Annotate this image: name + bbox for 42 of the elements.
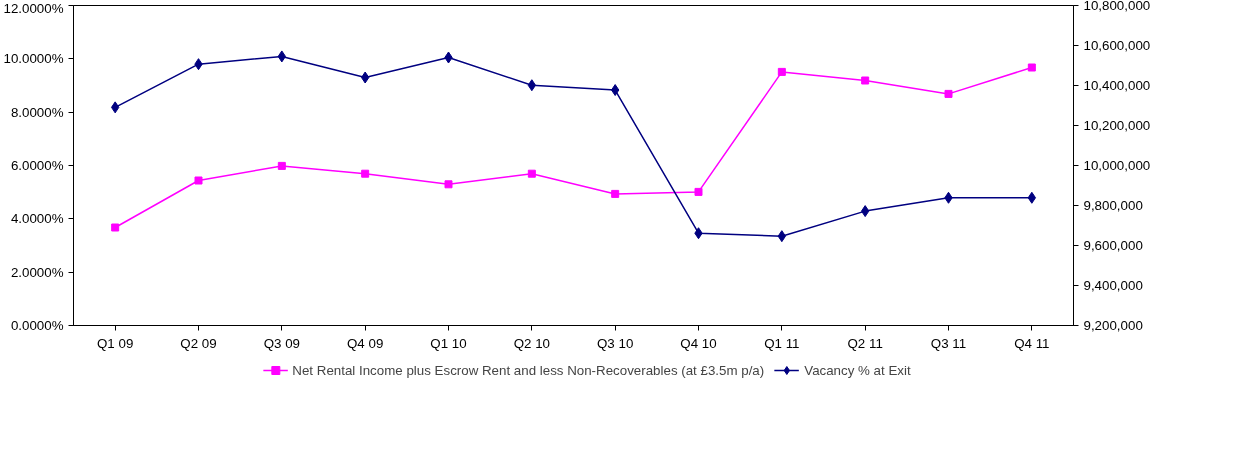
point xyxy=(444,180,453,189)
x-tick-label: Q1 10 xyxy=(430,335,467,351)
legend-label: Net Rental Income plus Escrow Rent and less Non-Recoverables (at £3.5m p/a) xyxy=(292,362,765,378)
x-tick-label: Q4 10 xyxy=(680,335,717,351)
x-tick-label: Q4 09 xyxy=(347,335,384,351)
x-tick-label: Q2 10 xyxy=(513,335,550,351)
point xyxy=(861,76,870,85)
point xyxy=(194,176,203,185)
y-tick-label: 8.0000% xyxy=(10,104,64,120)
y2-tick-label: 10,800,000 xyxy=(1083,0,1151,13)
x-tick-label: Q1 09 xyxy=(97,335,134,351)
x-tick-label: Q4 11 xyxy=(1014,335,1050,351)
point xyxy=(361,169,370,178)
y-tick-label: 6.0000% xyxy=(10,158,64,173)
y2-tick-label: 9,400,000 xyxy=(1083,278,1143,293)
y-tick-label: 4.0000% xyxy=(10,211,64,227)
x-tick-label: Q1 11 xyxy=(764,335,800,351)
x-tick-label: Q3 11 xyxy=(930,335,967,351)
point xyxy=(277,161,286,170)
y-tick-label: 0.0000% xyxy=(10,318,64,333)
y2-tick-label: 10,200,000 xyxy=(1083,118,1151,133)
legend-label: Vacancy % at Exit xyxy=(804,362,911,378)
y2-tick-label: 9,600,000 xyxy=(1083,238,1143,253)
y2-tick-label: 10,400,000 xyxy=(1083,78,1151,93)
point xyxy=(111,223,120,232)
y2-tick-label: 10,000,000 xyxy=(1083,158,1151,173)
x-tick-label: Q3 09 xyxy=(263,335,300,351)
point xyxy=(611,189,620,198)
x-tick-label: Q2 09 xyxy=(180,335,217,351)
y2-tick-label: 9,800,000 xyxy=(1083,198,1143,213)
y2-tick-label: 10,600,000 xyxy=(1083,38,1151,53)
y2-tick-label: 9,200,000 xyxy=(1083,318,1143,333)
point xyxy=(694,187,703,196)
point xyxy=(944,89,953,98)
point xyxy=(1027,63,1036,72)
point xyxy=(777,67,786,76)
y-tick-label: 10.0000% xyxy=(3,51,64,67)
point xyxy=(527,169,536,178)
x-tick-label: Q2 11 xyxy=(847,335,883,351)
y-tick-label: 2.0000% xyxy=(10,264,64,280)
x-tick-label: Q3 10 xyxy=(597,335,634,351)
y-tick-label: 12.0000% xyxy=(3,0,64,16)
